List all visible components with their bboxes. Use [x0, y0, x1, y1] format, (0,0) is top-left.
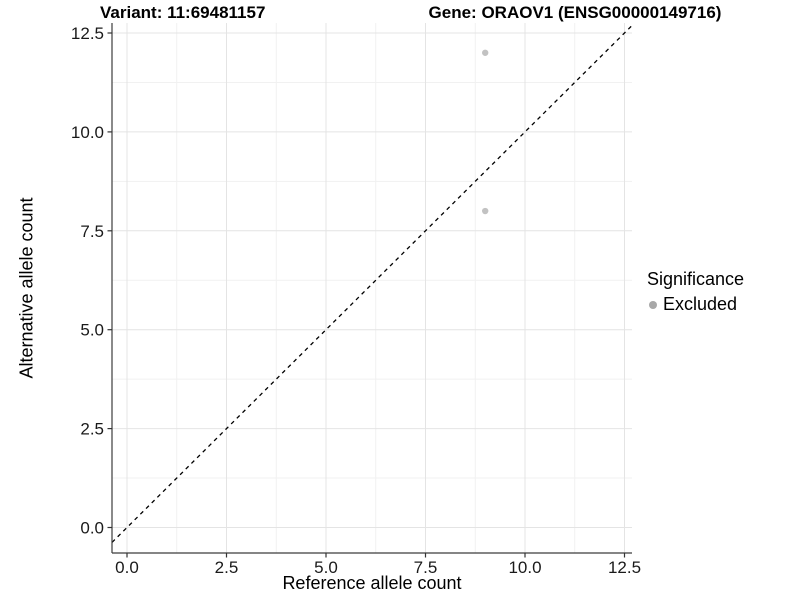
legend-title: Significance [647, 269, 745, 289]
legend-point-icon [649, 300, 657, 309]
x-tick-label: 2.5 [215, 558, 239, 577]
legend-item: Excluded [647, 294, 744, 315]
legend-item-label: Excluded [663, 294, 738, 314]
identity-line [111, 25, 633, 543]
y-tick-label: 7.5 [80, 222, 104, 241]
legend: Significance Excluded [647, 269, 744, 315]
x-axis-title: Reference allele count [282, 573, 462, 593]
x-tick-label: 5.0 [314, 558, 338, 577]
x-tick-label: 0.0 [115, 558, 139, 577]
y-tick-label: 12.5 [71, 24, 104, 43]
x-tick-label: 10.0 [508, 558, 541, 577]
y-tick-label: 2.5 [80, 420, 104, 439]
plot-title-gene: Gene: ORAOV1 (ENSG00000149716) [428, 3, 722, 22]
plot-title-variant: Variant: 11:69481157 [100, 3, 266, 22]
y-axis-title: Alternative allele count [16, 197, 37, 379]
data-point [482, 49, 489, 56]
x-tick-label: 7.5 [414, 558, 438, 577]
y-tick-label: 10.0 [71, 123, 104, 142]
x-tick-label: 12.5 [608, 558, 641, 577]
y-tick-label: 5.0 [80, 321, 104, 340]
data-point [482, 207, 489, 215]
y-tick-label: 0.0 [80, 519, 104, 538]
